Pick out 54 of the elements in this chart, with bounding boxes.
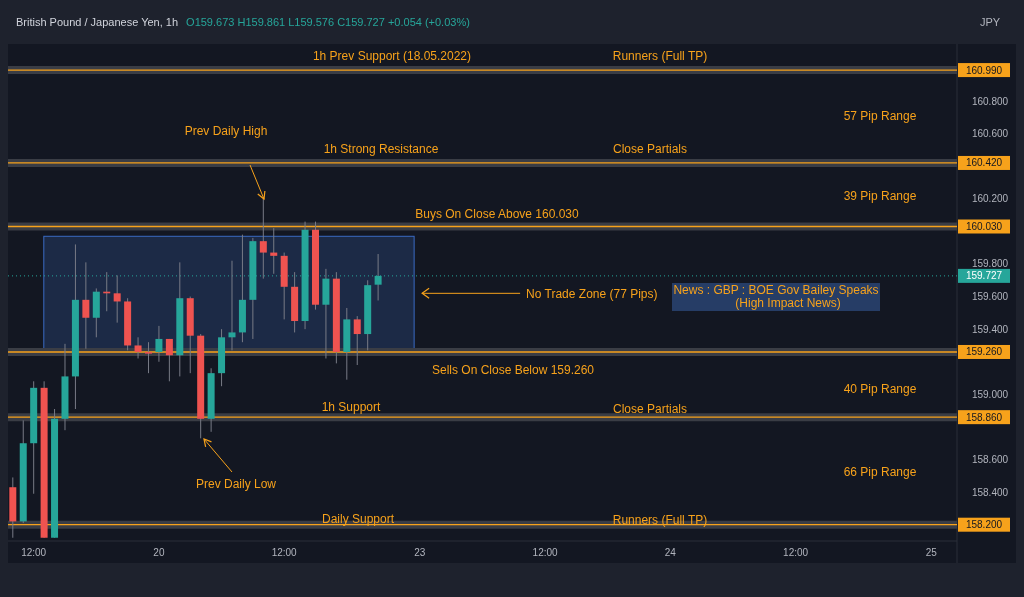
annotation: Close Partials (612, 142, 688, 157)
ref-line-label: 159.260 (965, 346, 1003, 358)
chart-title: British Pound / Japanese Yen, 1h (16, 16, 179, 28)
annotation: Daily Support (321, 512, 395, 527)
annotation: Close Partials (612, 402, 688, 417)
x-tick-label: 12:00 (271, 547, 298, 558)
y-tick-label: 160.200 (971, 193, 1009, 205)
x-tick-label: 23 (414, 547, 426, 558)
annotation: News : GBP : BOE Gov Bailey Speaks (High Impact News) (673, 282, 879, 310)
candlestick (270, 227, 278, 275)
candlestick (82, 261, 90, 350)
y-tick-label: 159.000 (971, 388, 1009, 400)
ref-line-label: 158.860 (965, 411, 1003, 423)
x-tick-label: 12:00 (21, 547, 47, 558)
annotation: 40 Pip Range (843, 382, 917, 397)
annotation: 1h Strong Resistance (323, 142, 439, 157)
chart-subtitle: O159.673 H159.861 L159.576 C159.727 +0.054 (+0.03%) (186, 16, 470, 28)
ref-line-label: 158.200 (965, 519, 1003, 531)
y-tick-label: 158.600 (971, 454, 1009, 466)
y-tick-label: 159.400 (971, 323, 1009, 335)
x-tick-label: 25 (925, 547, 938, 558)
ref-line-label: 160.420 (965, 157, 1003, 169)
y-tick-label: 158.400 (971, 486, 1009, 498)
ref-line-label: 160.030 (965, 221, 1003, 232)
candlestick (165, 338, 173, 382)
ref-line-label: 160.990 (965, 64, 1003, 76)
ref-line-label: 159.727 (965, 270, 1003, 282)
candlestick (353, 315, 361, 366)
band-label: No Trade Zone (77 Pips) (526, 286, 658, 301)
annotation: 57 Pip Range (843, 109, 917, 124)
x-tick-label: 20 (153, 547, 165, 558)
y-tick-label: 160.800 (971, 95, 1009, 107)
annotation: Prev Daily High (184, 124, 268, 139)
x-tick-label: 24 (664, 547, 677, 558)
candlestick (228, 260, 236, 351)
annotation: 1h Prev Support (18.05.2022) (312, 49, 472, 64)
annotation: 66 Pip Range (843, 465, 917, 480)
annotation: Sells On Close Below 159.260 (431, 363, 595, 378)
y-tick-label: 159.600 (971, 291, 1009, 303)
x-tick-label: 12:00 (532, 547, 559, 558)
annotation: 39 Pip Range (843, 189, 917, 204)
y-axis-title: JPY (979, 16, 1001, 28)
annotation: Runners (Full TP) (612, 49, 708, 64)
y-tick-label: 160.600 (971, 128, 1009, 140)
annotation: Runners (Full TP) (612, 513, 708, 528)
annotation: Prev Daily Low (195, 477, 277, 492)
candlestick (144, 341, 152, 374)
annotation: 1h Support (321, 400, 382, 415)
candlestick (134, 336, 142, 359)
candlestick (155, 325, 163, 363)
y-tick-label: 159.800 (971, 258, 1009, 270)
annotation: Buys On Close Above 160.030 (415, 207, 580, 222)
candlestick (113, 274, 121, 324)
x-tick-label: 12:00 (783, 547, 809, 558)
